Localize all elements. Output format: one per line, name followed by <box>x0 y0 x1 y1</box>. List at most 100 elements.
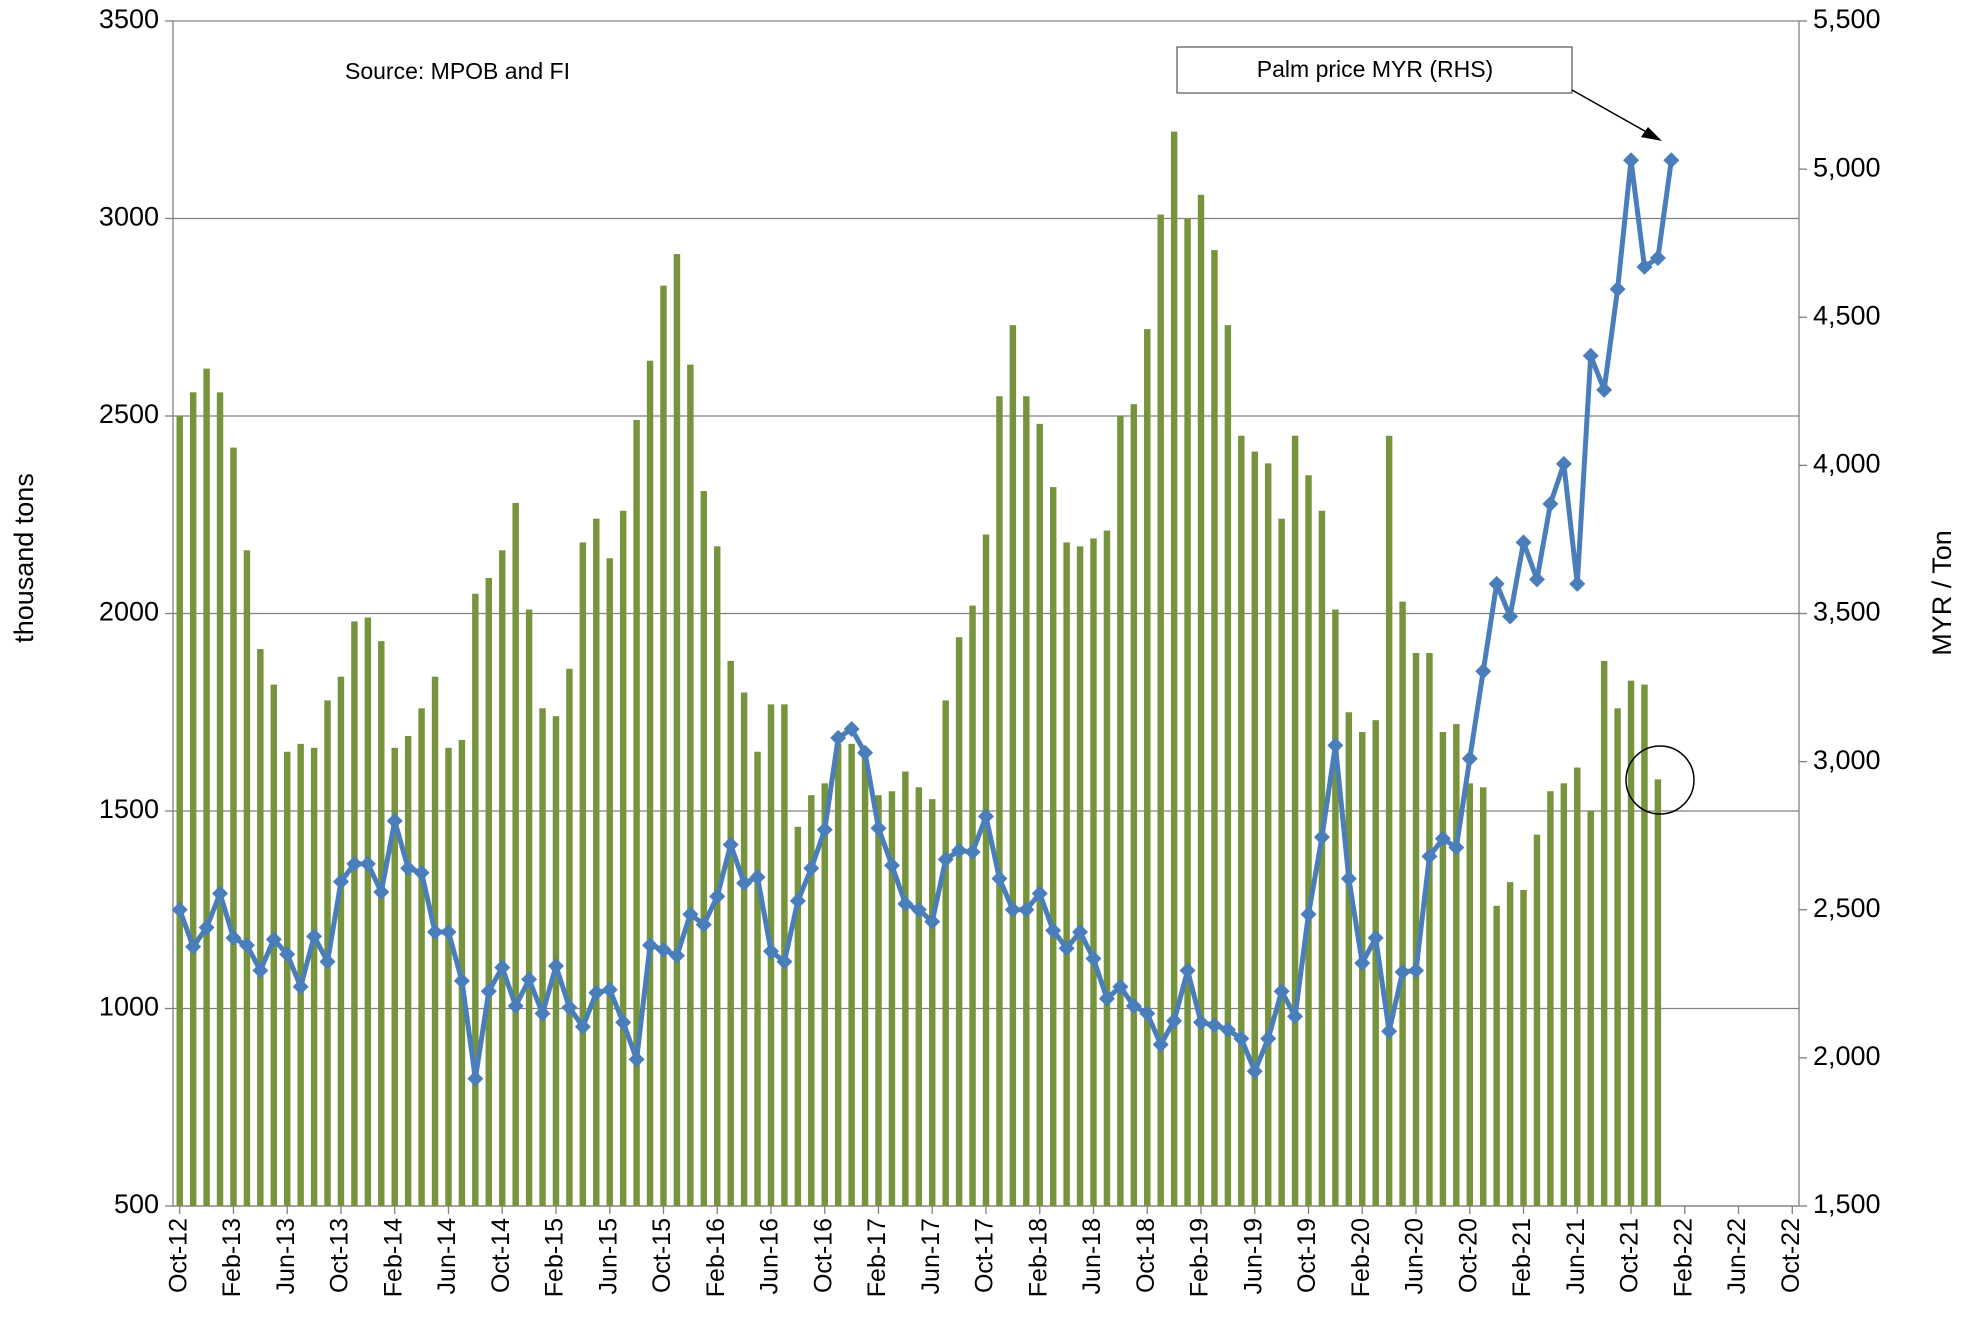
bar <box>1144 329 1151 1207</box>
bar <box>1574 767 1581 1206</box>
price-marker <box>1582 347 1599 364</box>
price-marker <box>924 913 941 930</box>
x-tick-label: Feb-19 <box>1186 1218 1214 1297</box>
price-marker <box>332 873 349 890</box>
price-marker <box>279 946 296 963</box>
x-tick-label: Feb-20 <box>1347 1218 1375 1297</box>
price-marker <box>951 842 968 859</box>
bar <box>996 396 1003 1206</box>
x-tick-label: Oct-18 <box>1132 1218 1160 1293</box>
bar <box>1479 787 1487 1206</box>
price-marker <box>1623 152 1640 169</box>
price-marker <box>1327 737 1344 754</box>
price-marker <box>709 888 726 905</box>
x-tick-label: Oct-15 <box>648 1218 676 1293</box>
bar <box>619 510 627 1206</box>
price-marker <box>171 901 188 918</box>
price-marker <box>1421 848 1438 865</box>
bar <box>418 708 425 1206</box>
price-marker <box>306 928 323 945</box>
bar <box>1641 684 1648 1206</box>
price-marker <box>1434 830 1451 847</box>
price-marker <box>1394 963 1411 980</box>
price-marker <box>736 875 753 892</box>
price-marker <box>803 860 820 877</box>
price-marker <box>400 860 417 877</box>
x-tick-label: Oct-13 <box>326 1218 354 1293</box>
price-marker <box>1636 258 1653 275</box>
price-marker <box>843 721 860 738</box>
y2-tick-label: 2,500 <box>1813 893 1881 923</box>
y2-tick-label: 1,500 <box>1813 1189 1881 1219</box>
y-tick-label: 2000 <box>99 597 159 627</box>
price-marker <box>897 895 914 912</box>
y-tick-label: 1000 <box>99 992 159 1022</box>
price-marker <box>561 999 578 1016</box>
price-marker <box>991 870 1008 887</box>
bar <box>525 609 533 1206</box>
bar <box>1466 783 1473 1206</box>
bar <box>1426 653 1433 1206</box>
bar <box>176 416 183 1206</box>
bar <box>1036 423 1043 1206</box>
highlight-circle <box>1625 745 1695 815</box>
annotation-box <box>1176 46 1573 94</box>
x-tick-label: Feb-13 <box>218 1218 246 1297</box>
price-marker <box>1179 962 1196 979</box>
price-marker <box>668 947 685 964</box>
bar <box>700 491 708 1206</box>
y-tick-label: 2500 <box>99 399 159 429</box>
bar <box>834 743 842 1206</box>
price-marker <box>1649 250 1666 266</box>
bar <box>310 747 318 1206</box>
y2-tick-label: 4,000 <box>1813 449 1881 479</box>
price-marker <box>1340 870 1357 887</box>
bar <box>1103 530 1111 1206</box>
bar <box>1493 905 1500 1206</box>
bar <box>1063 542 1070 1206</box>
bar <box>1614 708 1621 1206</box>
price-marker <box>1219 1021 1236 1038</box>
price-marker <box>1125 998 1142 1015</box>
x-tick-label: Jun-22 <box>1723 1218 1751 1294</box>
x-tick-label: Oct-17 <box>971 1218 999 1293</box>
bar <box>821 783 828 1206</box>
price-marker <box>185 938 202 955</box>
price-marker <box>776 953 793 970</box>
price-marker <box>1018 901 1035 918</box>
bar <box>687 364 694 1206</box>
x-tick-label: Feb-14 <box>379 1218 407 1297</box>
bar <box>1291 435 1299 1206</box>
x-tick-label: Jun-16 <box>756 1218 784 1294</box>
x-tick-label: Jun-15 <box>594 1218 622 1294</box>
price-marker <box>1502 608 1519 625</box>
price-marker <box>547 958 564 975</box>
bar <box>1157 214 1164 1207</box>
x-tick-label: Jun-18 <box>1078 1218 1106 1294</box>
price-marker <box>252 962 269 979</box>
bar <box>1023 396 1030 1206</box>
bar <box>1547 791 1554 1206</box>
x-tick-label: Feb-22 <box>1669 1218 1697 1297</box>
x-tick-label: Oct-12 <box>164 1218 192 1293</box>
bar <box>1224 325 1232 1206</box>
price-marker <box>413 864 430 881</box>
price-marker <box>1193 1014 1210 1031</box>
price-marker <box>319 953 336 970</box>
y-tick-label: 1500 <box>99 794 159 824</box>
price-marker <box>1448 839 1465 856</box>
bar <box>593 518 600 1206</box>
price-marker <box>857 744 874 761</box>
price-marker <box>1367 929 1384 946</box>
y-tick-label: 3000 <box>99 202 159 232</box>
price-marker <box>682 906 699 923</box>
bar <box>754 751 761 1206</box>
bar <box>203 368 210 1207</box>
bar <box>216 392 224 1206</box>
bar <box>1278 518 1285 1206</box>
price-marker <box>1475 663 1492 680</box>
bar <box>539 708 546 1206</box>
x-tick-label: Jun-21 <box>1562 1218 1590 1294</box>
bar <box>297 743 304 1206</box>
price-marker <box>1058 940 1075 957</box>
